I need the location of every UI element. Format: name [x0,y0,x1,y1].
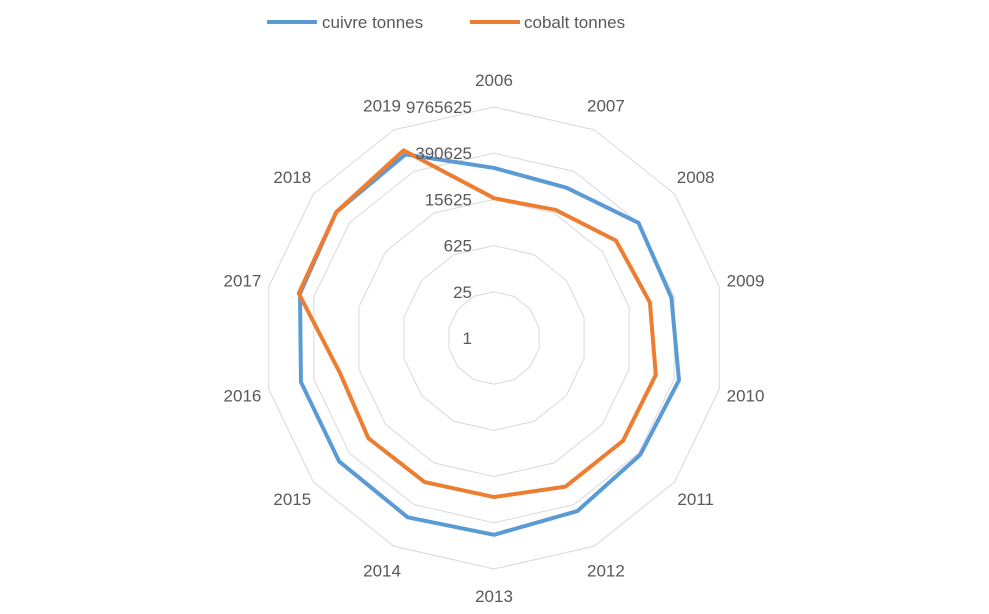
series-line-cuivre [297,152,681,537]
tick-labels: 1 25 625 15625 390625 9765625 [406,98,472,348]
tick-label: 15625 [425,190,472,209]
category-label: 2011 [677,490,714,509]
tick-label: 25 [453,283,472,302]
grid-ring [268,106,720,570]
category-label: 2016 [224,386,262,405]
category-label: 2008 [677,168,715,187]
category-label: 2006 [475,71,513,90]
grid-ring [313,152,675,524]
category-label: 2019 [363,97,401,116]
category-label: 2014 [363,561,401,580]
tick-label: 1 [463,329,472,348]
grid-ring [403,245,585,431]
category-label: 2015 [273,490,311,509]
legend-label-cuivre: cuivre tonnes [322,13,423,32]
category-label: 2018 [273,168,311,187]
category-label: 2017 [224,272,262,291]
series-line-cobalt [296,148,658,500]
series-group [296,148,681,537]
category-label: 2007 [587,97,625,116]
category-labels: 2006 2007 2008 2009 2010 2011 2012 2013 2014 2015… [224,71,765,606]
grid-ring [358,198,630,478]
tick-label: 390625 [415,144,472,163]
category-label: 2009 [727,272,765,291]
tick-label: 9765625 [406,98,472,117]
grid-ring [448,291,540,385]
legend-label-cobalt: cobalt tonnes [524,13,625,32]
tick-label: 625 [444,237,472,256]
category-label: 2010 [727,386,765,405]
legend: cuivre tonnes cobalt tonnes [267,13,625,32]
category-label: 2013 [475,587,513,606]
category-label: 2012 [587,561,625,580]
